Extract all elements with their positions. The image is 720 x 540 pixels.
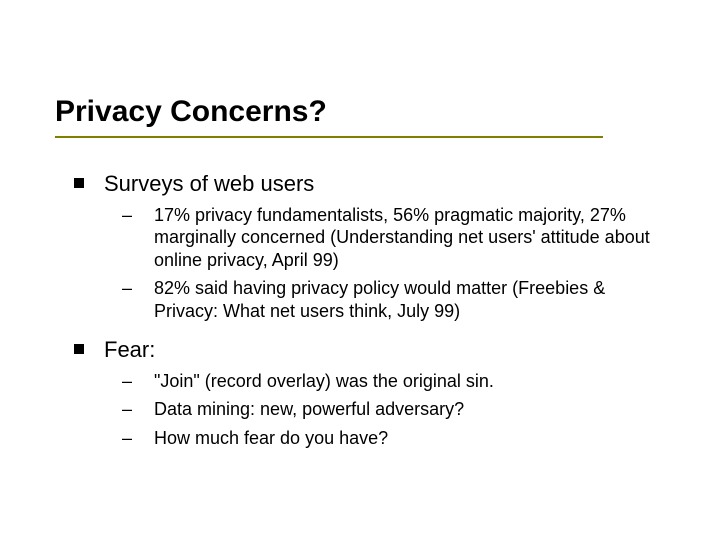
dash-icon: – bbox=[122, 277, 134, 300]
list-subitem: – 82% said having privacy policy would m… bbox=[122, 277, 664, 322]
list-item-text: Surveys of web users bbox=[104, 170, 314, 198]
list-subitem-text: 82% said having privacy policy would mat… bbox=[154, 277, 664, 322]
slide-title: Privacy Concerns? bbox=[55, 95, 327, 129]
title-underline bbox=[55, 136, 603, 138]
list-subitem: – 17% privacy fundamentalists, 56% pragm… bbox=[122, 204, 664, 272]
dash-icon: – bbox=[122, 204, 134, 227]
list-item: Surveys of web users bbox=[74, 170, 664, 198]
list-item-text: Fear: bbox=[104, 336, 155, 364]
bullet-icon bbox=[74, 344, 84, 354]
dash-icon: – bbox=[122, 398, 134, 421]
list-subitem: – "Join" (record overlay) was the origin… bbox=[122, 370, 664, 393]
dash-icon: – bbox=[122, 370, 134, 393]
dash-icon: – bbox=[122, 427, 134, 450]
spacer bbox=[74, 324, 664, 336]
list-subitem-text: "Join" (record overlay) was the original… bbox=[154, 370, 494, 393]
list-subitem: – How much fear do you have? bbox=[122, 427, 664, 450]
list-subitem: – Data mining: new, powerful adversary? bbox=[122, 398, 664, 421]
list-subitem-text: 17% privacy fundamentalists, 56% pragmat… bbox=[154, 204, 664, 272]
slide: Privacy Concerns? Surveys of web users –… bbox=[0, 0, 720, 540]
bullet-icon bbox=[74, 178, 84, 188]
list-subitem-text: How much fear do you have? bbox=[154, 427, 388, 450]
list-item: Fear: bbox=[74, 336, 664, 364]
list-subitem-text: Data mining: new, powerful adversary? bbox=[154, 398, 464, 421]
slide-body: Surveys of web users – 17% privacy funda… bbox=[74, 170, 664, 451]
